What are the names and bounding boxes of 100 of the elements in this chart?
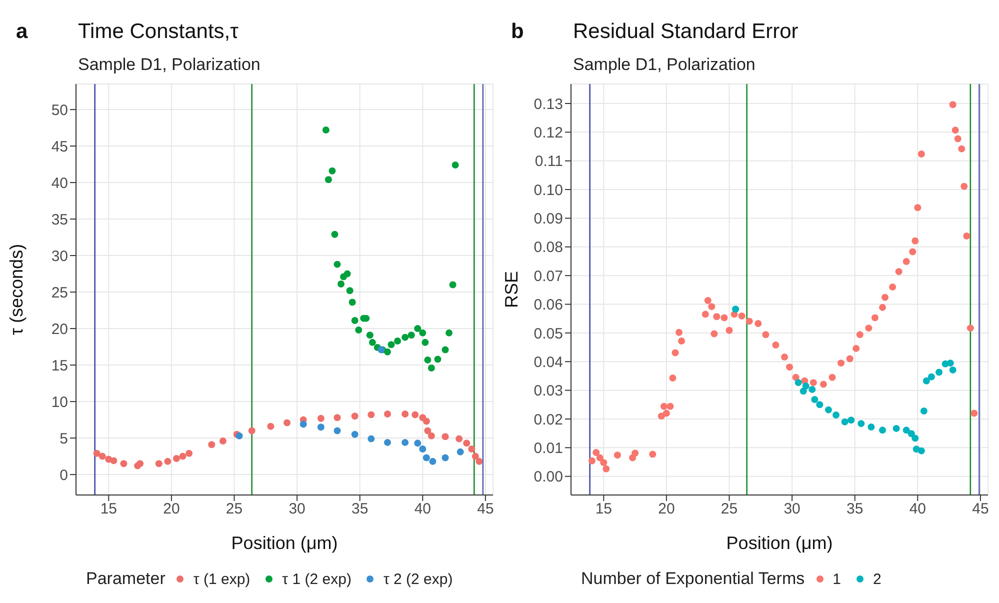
point (402, 438, 409, 446)
point (602, 465, 610, 472)
point (346, 287, 354, 294)
point (472, 452, 479, 460)
point (928, 373, 935, 380)
point (351, 317, 358, 324)
point (762, 331, 770, 338)
x-tick-label: 35 (846, 500, 864, 518)
point (781, 354, 788, 361)
y-tick-label: 45 (51, 138, 68, 156)
point (824, 406, 832, 414)
legend-title: Number of Exponential Terms (581, 569, 805, 589)
point (408, 332, 415, 339)
point (871, 314, 878, 322)
point (649, 450, 656, 458)
x-tick-label: 20 (658, 500, 675, 518)
point (949, 101, 956, 108)
point (338, 280, 345, 288)
legend-label: τ 1 (2 exp) (282, 570, 352, 588)
point (828, 374, 836, 381)
x-tick-label: 40 (909, 500, 926, 518)
point (702, 310, 709, 318)
point (98, 452, 106, 460)
point (355, 326, 362, 334)
point (949, 366, 956, 374)
y-tick-label: 0.00 (534, 468, 563, 486)
legend-title: Parameter (86, 569, 166, 589)
y-tick-label: 0.09 (534, 210, 563, 228)
point (414, 325, 422, 332)
point (402, 334, 409, 341)
point (422, 338, 429, 346)
point (878, 426, 886, 434)
y-tick-label: 0.08 (534, 239, 563, 256)
x-axis-title: Position (μm) (726, 533, 833, 553)
point (429, 458, 436, 465)
x-tick-label: 45 (477, 500, 494, 518)
y-axis-title: τ (seconds) (6, 244, 26, 336)
point (912, 434, 919, 442)
point (368, 338, 376, 346)
point (914, 204, 922, 212)
y-tick-label: 0.05 (534, 325, 563, 342)
y-tick-label: 35 (51, 211, 68, 228)
point (366, 332, 374, 339)
point (419, 329, 426, 336)
point (856, 331, 864, 338)
point (966, 324, 974, 332)
point (419, 446, 426, 453)
point (954, 135, 962, 142)
point (882, 294, 889, 301)
point (922, 377, 930, 384)
point (936, 368, 943, 376)
x-tick-label: 25 (720, 500, 738, 518)
y-tick-label: 20 (51, 320, 68, 338)
point (120, 460, 128, 468)
point (331, 230, 338, 238)
y-axis-title: RSE (501, 270, 522, 308)
point (442, 433, 449, 440)
point (895, 268, 902, 276)
y-tick-label: 25 (51, 284, 68, 302)
legend-label: 1 (832, 570, 841, 588)
point (902, 426, 910, 434)
point (676, 328, 683, 336)
point (368, 435, 375, 442)
point (412, 411, 419, 418)
point (402, 410, 409, 418)
point (808, 386, 816, 393)
point (614, 452, 621, 459)
point (902, 258, 910, 266)
point (434, 356, 442, 363)
point (889, 284, 896, 291)
y-tick-label: 0.04 (534, 354, 563, 371)
chart-subtitle: Sample D1, Polarization (573, 55, 756, 75)
point (414, 440, 422, 447)
point (267, 422, 274, 430)
chart-title: Residual Standard Error (573, 20, 798, 44)
point (600, 459, 608, 466)
point (746, 318, 753, 325)
text: a (16, 20, 28, 43)
point (164, 458, 172, 465)
point (317, 414, 324, 422)
point (368, 411, 375, 418)
point (732, 306, 740, 313)
x-tick-label: 25 (226, 500, 243, 518)
point (832, 411, 840, 418)
point (248, 427, 256, 434)
y-tick-label: 5 (60, 430, 68, 448)
y-tick-label: 30 (51, 248, 68, 265)
point (672, 349, 679, 356)
point (384, 438, 391, 446)
y-tick-label: 0 (60, 466, 68, 484)
point (456, 448, 464, 456)
point (852, 344, 860, 352)
point (858, 420, 865, 428)
y-tick-label: 0.06 (534, 296, 563, 314)
point (754, 320, 762, 327)
x-tick-label: 15 (100, 500, 117, 518)
point (348, 298, 356, 306)
point (334, 260, 341, 268)
point (588, 457, 596, 464)
point (632, 450, 639, 457)
